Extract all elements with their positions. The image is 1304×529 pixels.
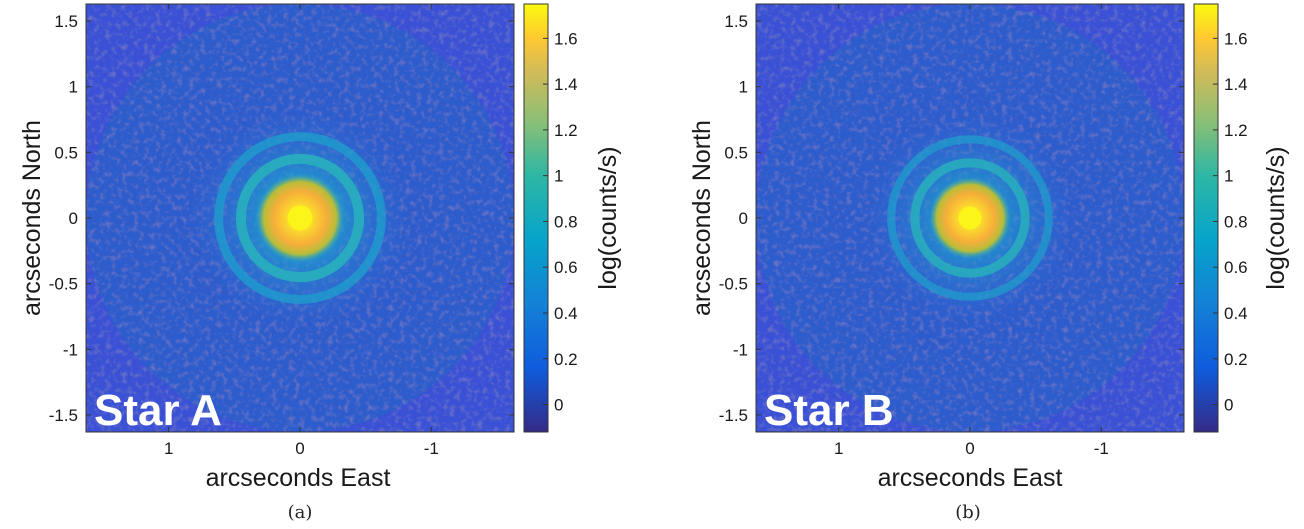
y-tick-label: -1 [733,340,748,359]
colorbar-tick-label: 0.2 [1224,350,1248,369]
colorbar-ticks: 1.6 1.4 1.2 1 0.8 0.6 0.4 0.2 0 [543,29,578,415]
x-axis-ticks: 1 0 -1 [164,4,439,458]
colorbar-tick-label: 0.4 [1224,304,1248,323]
y-tick-label: 0.5 [724,143,748,162]
y-tick-label: 0 [739,209,748,228]
panel-caption: (a) [287,502,313,523]
x-axis-ticks: 1 0 -1 [834,4,1109,458]
colorbar-tick-label: 1 [554,167,563,186]
psf-ring-outer [887,135,1053,301]
colorbar-tick-label: 0.2 [554,350,578,369]
colorbar [1193,3,1219,433]
y-tick-label: -0.5 [719,275,748,294]
heatmap-chart-a: 1.510.50-0.5-1-1.5 1 0 -1 arcseconds East … [18,3,622,492]
y-tick-label: -0.5 [49,275,78,294]
y-tick-label: 0 [69,209,78,228]
colorbar [523,3,549,433]
y-axis-ticks: 1.5 1 0.5 0 -0.5 -1 -1.5 [49,12,514,425]
panel-a: 1.5 1 0.5 0 -0.5 -1 -1.5 1 0 -1 arcseconds East … [18,3,622,523]
x-axis-label: arcseconds East [206,464,391,492]
panel-b: 1.5 1 0.5 0 -0.5 -1 -1.5 1 0 -1 arcseconds East … [652,0,1304,529]
x-tick-label: -1 [1094,439,1109,458]
y-tick-label: -1.5 [49,406,78,425]
y-tick-label: 1 [739,78,748,97]
colorbar-tick-label: 0.4 [554,304,578,323]
colorbar-tick-label: 0.8 [1224,212,1248,231]
colorbar-tick-label: 1.6 [1224,29,1248,48]
star-label: Star B [764,386,894,435]
psf-ring-inner [910,158,1030,278]
psf-peak [958,206,982,230]
y-axis-label: arcseconds North [18,120,46,316]
x-tick-label: 0 [295,439,304,458]
y-tick-label: 1.5 [724,12,748,31]
colorbar-tick-label: 0 [554,396,563,415]
x-tick-label: 0 [965,439,974,458]
psf-ring-inner [235,153,365,283]
psf-ring-outer [214,132,386,304]
colorbar-tick-label: 1 [1224,167,1233,186]
colorbar-tick-label: 1.2 [1224,121,1248,140]
x-tick-label: 1 [834,439,843,458]
y-axis-label: arcseconds North [688,120,716,316]
star-label: Star A [94,386,222,435]
panel-caption: (b) [955,502,981,523]
colorbar-tick-label: 0.6 [1224,258,1248,277]
heatmap-chart-b: 1.510.50-0.5-1-1.5 1 0 -1 arcseconds East … [688,3,1290,492]
y-tick-label: 0.5 [54,143,78,162]
y-tick-label: 1 [69,78,78,97]
y-tick-label: -1.5 [719,406,748,425]
colorbar-tick-label: 1.4 [554,75,578,94]
colorbar-label: log(counts/s) [594,146,622,289]
x-tick-label: 1 [164,439,173,458]
colorbar-label: log(counts/s) [1262,146,1290,289]
colorbar-tick-label: 1.6 [554,29,578,48]
colorbar-tick-label: 0 [1224,396,1233,415]
y-tick-label: 1.5 [54,12,78,31]
x-tick-label: -1 [424,439,439,458]
colorbar-tick-label: 1.4 [1224,75,1248,94]
psf-peak [287,205,313,231]
colorbar-tick-label: 1.2 [554,121,578,140]
y-axis-ticks: 1.5 1 0.5 0 -0.5 -1 -1.5 [719,12,1184,425]
x-axis-label: arcseconds East [878,464,1063,492]
colorbar-tick-label: 0.8 [554,212,578,231]
y-tick-label: -1 [63,340,78,359]
colorbar-tick-label: 0.6 [554,258,578,277]
colorbar-ticks: 1.6 1.4 1.2 1 0.8 0.6 0.4 0.2 0 [1213,29,1248,415]
